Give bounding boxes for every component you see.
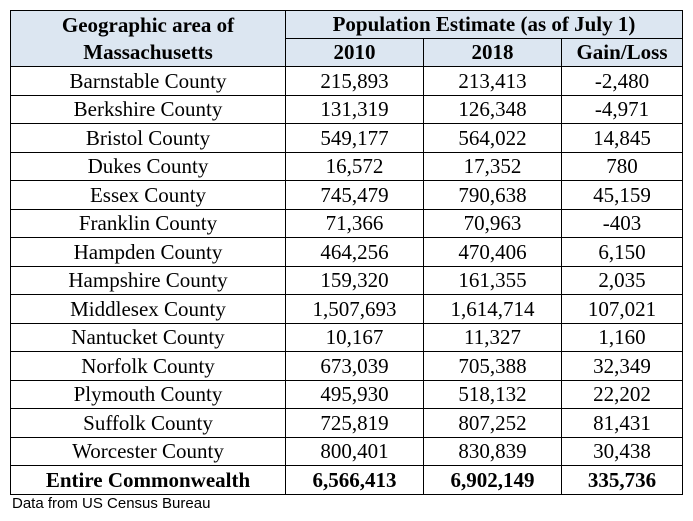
table-row: Suffolk County 725,819 807,252 81,431 bbox=[10, 408, 683, 438]
pop-2018-cell: 470,406 bbox=[423, 237, 562, 267]
total-area-cell: Entire Commonwealth bbox=[10, 465, 286, 495]
gain-loss-cell: -4,971 bbox=[561, 94, 683, 124]
area-cell: Norfolk County bbox=[10, 351, 286, 381]
table-header: Geographic area of Massachusetts Populat… bbox=[10, 10, 683, 67]
header-gain-loss: Gain/Loss bbox=[561, 38, 683, 67]
area-cell: Berkshire County bbox=[10, 94, 286, 124]
pop-2010-cell: 725,819 bbox=[285, 408, 424, 438]
header-2010: 2010 bbox=[285, 38, 424, 67]
header-area-line2: Massachusetts bbox=[83, 39, 213, 64]
table-row: Barnstable County 215,893 213,413 -2,480 bbox=[10, 66, 683, 96]
gain-loss-cell: 22,202 bbox=[561, 379, 683, 409]
area-cell: Plymouth County bbox=[10, 379, 286, 409]
header-population-estimate: Population Estimate (as of July 1) bbox=[285, 10, 683, 39]
pop-2018-cell: 830,839 bbox=[423, 436, 562, 466]
area-cell: Bristol County bbox=[10, 123, 286, 153]
area-cell: Franklin County bbox=[10, 208, 286, 238]
total-row: Entire Commonwealth 6,566,413 6,902,149 … bbox=[10, 465, 683, 495]
pop-2018-cell: 1,614,714 bbox=[423, 294, 562, 324]
gain-loss-cell: 6,150 bbox=[561, 237, 683, 267]
pop-2010-cell: 10,167 bbox=[285, 322, 424, 352]
gain-loss-cell: 32,349 bbox=[561, 351, 683, 381]
pop-2010-cell: 159,320 bbox=[285, 265, 424, 295]
table-row: Berkshire County 131,319 126,348 -4,971 bbox=[10, 94, 683, 124]
pop-2010-cell: 1,507,693 bbox=[285, 294, 424, 324]
table-body: Barnstable County 215,893 213,413 -2,480… bbox=[10, 66, 683, 495]
pop-2018-cell: 705,388 bbox=[423, 351, 562, 381]
pop-2018-cell: 126,348 bbox=[423, 94, 562, 124]
table-row: Middlesex County 1,507,693 1,614,714 107… bbox=[10, 294, 683, 324]
population-table: Geographic area of Massachusetts Populat… bbox=[10, 10, 683, 495]
area-cell: Hampshire County bbox=[10, 265, 286, 295]
pop-2018-cell: 70,963 bbox=[423, 208, 562, 238]
pop-2010-cell: 215,893 bbox=[285, 66, 424, 96]
area-cell: Essex County bbox=[10, 180, 286, 210]
pop-2018-cell: 790,638 bbox=[423, 180, 562, 210]
pop-2010-cell: 800,401 bbox=[285, 436, 424, 466]
total-2010-cell: 6,566,413 bbox=[285, 465, 424, 495]
pop-2010-cell: 71,366 bbox=[285, 208, 424, 238]
header-geographic-area: Geographic area of Massachusetts bbox=[10, 10, 286, 67]
gain-loss-cell: 780 bbox=[561, 151, 683, 181]
table-row: Norfolk County 673,039 705,388 32,349 bbox=[10, 351, 683, 381]
pop-2018-cell: 564,022 bbox=[423, 123, 562, 153]
pop-2018-cell: 11,327 bbox=[423, 322, 562, 352]
table-row: Bristol County 549,177 564,022 14,845 bbox=[10, 123, 683, 153]
total-2018-cell: 6,902,149 bbox=[423, 465, 562, 495]
area-cell: Middlesex County bbox=[10, 294, 286, 324]
area-cell: Hampden County bbox=[10, 237, 286, 267]
pop-2010-cell: 16,572 bbox=[285, 151, 424, 181]
pop-2018-cell: 161,355 bbox=[423, 265, 562, 295]
total-gain-loss-cell: 335,736 bbox=[561, 465, 683, 495]
table-row: Nantucket County 10,167 11,327 1,160 bbox=[10, 322, 683, 352]
table-row: Hampshire County 159,320 161,355 2,035 bbox=[10, 265, 683, 295]
table-row: Plymouth County 495,930 518,132 22,202 bbox=[10, 379, 683, 409]
gain-loss-cell: -2,480 bbox=[561, 66, 683, 96]
pop-2010-cell: 131,319 bbox=[285, 94, 424, 124]
table-row: Worcester County 800,401 830,839 30,438 bbox=[10, 436, 683, 466]
area-cell: Worcester County bbox=[10, 436, 286, 466]
area-cell: Suffolk County bbox=[10, 408, 286, 438]
gain-loss-cell: 14,845 bbox=[561, 123, 683, 153]
gain-loss-cell: 1,160 bbox=[561, 322, 683, 352]
pop-2018-cell: 518,132 bbox=[423, 379, 562, 409]
pop-2010-cell: 673,039 bbox=[285, 351, 424, 381]
population-table-container: Geographic area of Massachusetts Populat… bbox=[10, 10, 683, 495]
table-row: Hampden County 464,256 470,406 6,150 bbox=[10, 237, 683, 267]
gain-loss-cell: 45,159 bbox=[561, 180, 683, 210]
source-note: Data from US Census Bureau bbox=[12, 495, 211, 512]
header-2018: 2018 bbox=[423, 38, 562, 67]
pop-2018-cell: 213,413 bbox=[423, 66, 562, 96]
area-cell: Barnstable County bbox=[10, 66, 286, 96]
gain-loss-cell: 107,021 bbox=[561, 294, 683, 324]
pop-2010-cell: 745,479 bbox=[285, 180, 424, 210]
gain-loss-cell: 30,438 bbox=[561, 436, 683, 466]
header-area-line1: Geographic area of bbox=[61, 12, 235, 37]
area-cell: Nantucket County bbox=[10, 322, 286, 352]
pop-2018-cell: 17,352 bbox=[423, 151, 562, 181]
pop-2010-cell: 549,177 bbox=[285, 123, 424, 153]
pop-2010-cell: 495,930 bbox=[285, 379, 424, 409]
table-row: Dukes County 16,572 17,352 780 bbox=[10, 151, 683, 181]
gain-loss-cell: -403 bbox=[561, 208, 683, 238]
gain-loss-cell: 2,035 bbox=[561, 265, 683, 295]
table-row: Essex County 745,479 790,638 45,159 bbox=[10, 180, 683, 210]
area-cell: Dukes County bbox=[10, 151, 286, 181]
table-row: Franklin County 71,366 70,963 -403 bbox=[10, 208, 683, 238]
pop-2010-cell: 464,256 bbox=[285, 237, 424, 267]
gain-loss-cell: 81,431 bbox=[561, 408, 683, 438]
pop-2018-cell: 807,252 bbox=[423, 408, 562, 438]
